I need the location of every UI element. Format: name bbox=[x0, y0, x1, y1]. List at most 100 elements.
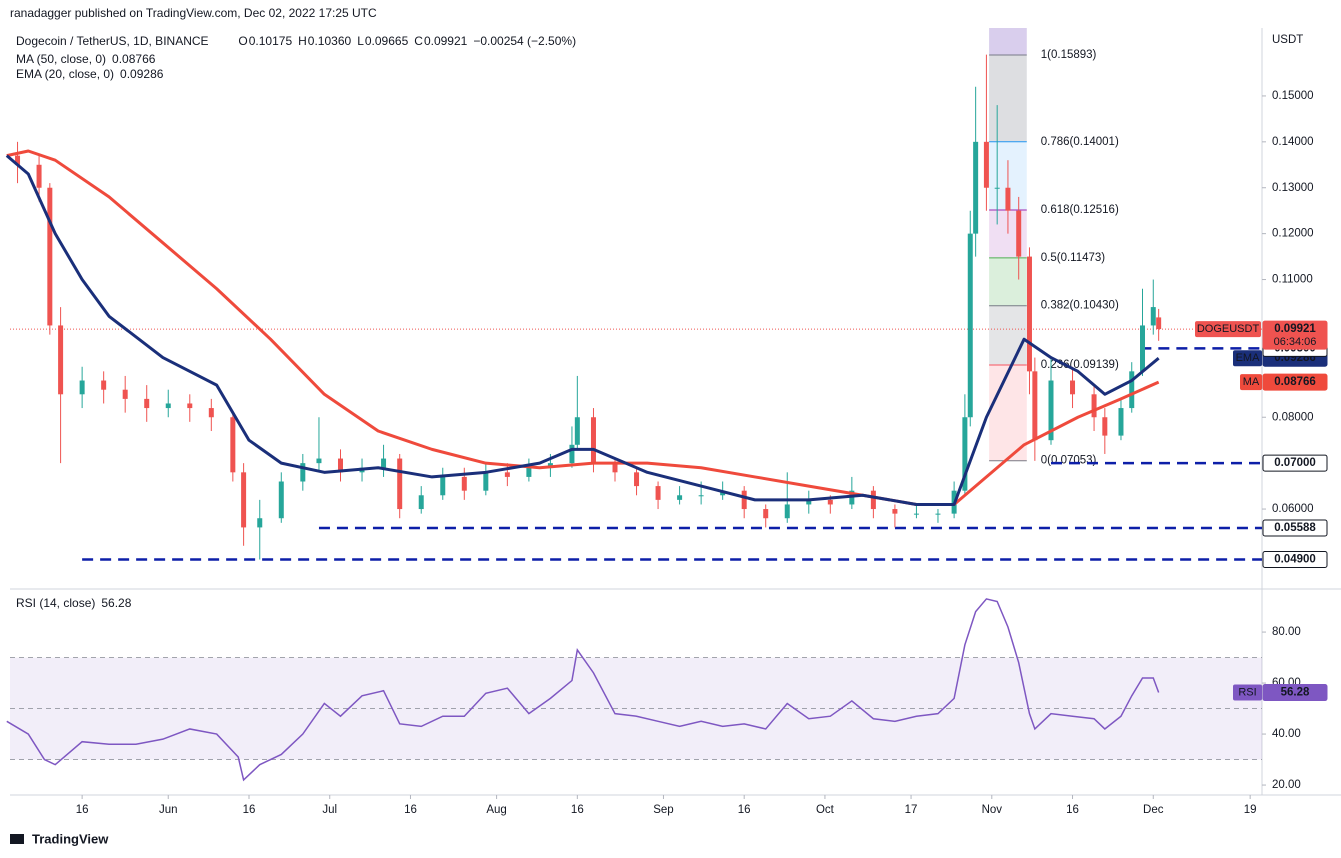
candle-body bbox=[1005, 187, 1011, 211]
fib-band bbox=[989, 257, 1027, 306]
y-tick-label: 0.13000 bbox=[1272, 182, 1314, 194]
rsi-line bbox=[6, 598, 1160, 782]
candle-body bbox=[165, 403, 171, 409]
y-tick-label: 20.00 bbox=[1272, 779, 1301, 791]
legend-value: 0.08766 bbox=[112, 52, 156, 66]
fib-label: 0(0.07053) bbox=[1041, 455, 1097, 467]
candle-body bbox=[230, 417, 236, 473]
x-tick-label: 17 bbox=[905, 804, 918, 816]
candle-body bbox=[962, 417, 968, 491]
price-label-box bbox=[1262, 519, 1328, 537]
x-tick-label: Sep bbox=[653, 804, 673, 816]
candle-body bbox=[1140, 325, 1146, 372]
fib-label: 0.5(0.11473) bbox=[1041, 252, 1106, 264]
countdown: 06:34:06 bbox=[1274, 336, 1317, 348]
y-tick-label: 40.00 bbox=[1272, 728, 1301, 740]
price-tag: EMA bbox=[1236, 352, 1261, 364]
price-label-box bbox=[1262, 454, 1328, 472]
symbol: Dogecoin / TetherUS, 1D, BINANCE bbox=[16, 34, 209, 48]
candle-body bbox=[827, 499, 833, 505]
price-label-box bbox=[1262, 320, 1328, 350]
fib-band bbox=[989, 364, 1027, 461]
candle-body bbox=[892, 509, 898, 514]
candle-body bbox=[741, 490, 747, 510]
fib-top-band bbox=[989, 28, 1027, 55]
candle-body bbox=[913, 513, 919, 515]
x-tick-label: Aug bbox=[486, 804, 506, 816]
candle-body bbox=[122, 389, 128, 399]
price-tag-box bbox=[1233, 350, 1262, 367]
candle-body bbox=[1032, 371, 1038, 441]
candle-body bbox=[381, 458, 387, 468]
candle-body bbox=[1118, 408, 1124, 436]
footer: TradingView bbox=[10, 831, 109, 846]
ohlc-value: 0.09665 bbox=[365, 34, 409, 48]
rsi-title: RSI (14, close) bbox=[16, 596, 95, 610]
fib-label: 0.786(0.14001) bbox=[1041, 136, 1119, 148]
y-tick-label: 80.00 bbox=[1272, 626, 1301, 638]
x-tick-label: 16 bbox=[571, 804, 584, 816]
y-tick-label: 0.06000 bbox=[1272, 503, 1314, 515]
candle-body bbox=[504, 472, 510, 477]
x-tick-label: 16 bbox=[1066, 804, 1079, 816]
fib-band bbox=[989, 54, 1027, 142]
candle-body bbox=[208, 408, 214, 418]
candle-body bbox=[36, 164, 42, 188]
candle-body bbox=[784, 504, 790, 519]
candle-body bbox=[806, 499, 812, 505]
fib-label: 0.236(0.09139) bbox=[1041, 359, 1119, 371]
ohlc-value: 0.10360 bbox=[308, 34, 352, 48]
price-label: 0.04900 bbox=[1274, 554, 1316, 566]
price-label: 0.08766 bbox=[1274, 376, 1316, 388]
x-tick-label: 16 bbox=[76, 804, 89, 816]
fib-label: 0.382(0.10430) bbox=[1041, 300, 1119, 312]
change: −0.00254 (−2.50%) bbox=[473, 34, 576, 48]
fib-label: 1(0.15893) bbox=[1041, 49, 1097, 61]
candle-body bbox=[967, 233, 973, 418]
published: ranadagger published on TradingView.com,… bbox=[10, 6, 377, 20]
candle-body bbox=[526, 467, 532, 477]
candle-body bbox=[1091, 394, 1097, 418]
candle-body bbox=[144, 398, 150, 409]
logo bbox=[10, 834, 24, 844]
candle-body bbox=[300, 463, 306, 482]
candle-body bbox=[973, 141, 979, 234]
candle-body bbox=[418, 495, 424, 510]
ohlc-value: 0.09921 bbox=[424, 34, 468, 48]
y-tick-label: 0.11000 bbox=[1272, 274, 1313, 286]
candle-body bbox=[574, 417, 580, 445]
y-tick-label: 0.15000 bbox=[1272, 90, 1314, 102]
candle-body bbox=[15, 155, 21, 165]
candle-body bbox=[483, 472, 489, 491]
price-tag: RSI bbox=[1238, 686, 1256, 698]
y-axis-title: USDT bbox=[1272, 34, 1303, 46]
candle-body bbox=[440, 476, 446, 496]
candle-body bbox=[1150, 307, 1156, 326]
candle-body bbox=[612, 463, 618, 473]
candle-body bbox=[101, 380, 107, 390]
candle-body bbox=[698, 495, 704, 497]
rsi-value: 56.28 bbox=[101, 596, 131, 610]
footer-brand: TradingView bbox=[32, 831, 109, 846]
candle-body bbox=[677, 495, 683, 500]
candle-body bbox=[1048, 380, 1054, 441]
x-tick-label: Dec bbox=[1143, 804, 1164, 816]
x-tick-label: Nov bbox=[982, 804, 1003, 816]
ohlc-key: L bbox=[357, 34, 364, 48]
candle-body bbox=[1070, 380, 1076, 395]
legend-value: 0.09286 bbox=[120, 67, 164, 81]
candle-body bbox=[316, 458, 322, 464]
candle-body bbox=[241, 472, 247, 528]
x-tick-label: 16 bbox=[243, 804, 256, 816]
y-tick-label: 0.08000 bbox=[1272, 411, 1314, 423]
candle-body bbox=[257, 518, 263, 528]
price-tag-box bbox=[1233, 684, 1262, 701]
price-tag-box bbox=[1240, 374, 1262, 391]
ohlc-value: 0.10175 bbox=[249, 34, 293, 48]
y-tick-label: 0.14000 bbox=[1272, 136, 1314, 148]
price-label-box bbox=[1262, 684, 1328, 702]
candle-body bbox=[983, 141, 989, 188]
price-label: 0.09921 bbox=[1274, 323, 1316, 335]
